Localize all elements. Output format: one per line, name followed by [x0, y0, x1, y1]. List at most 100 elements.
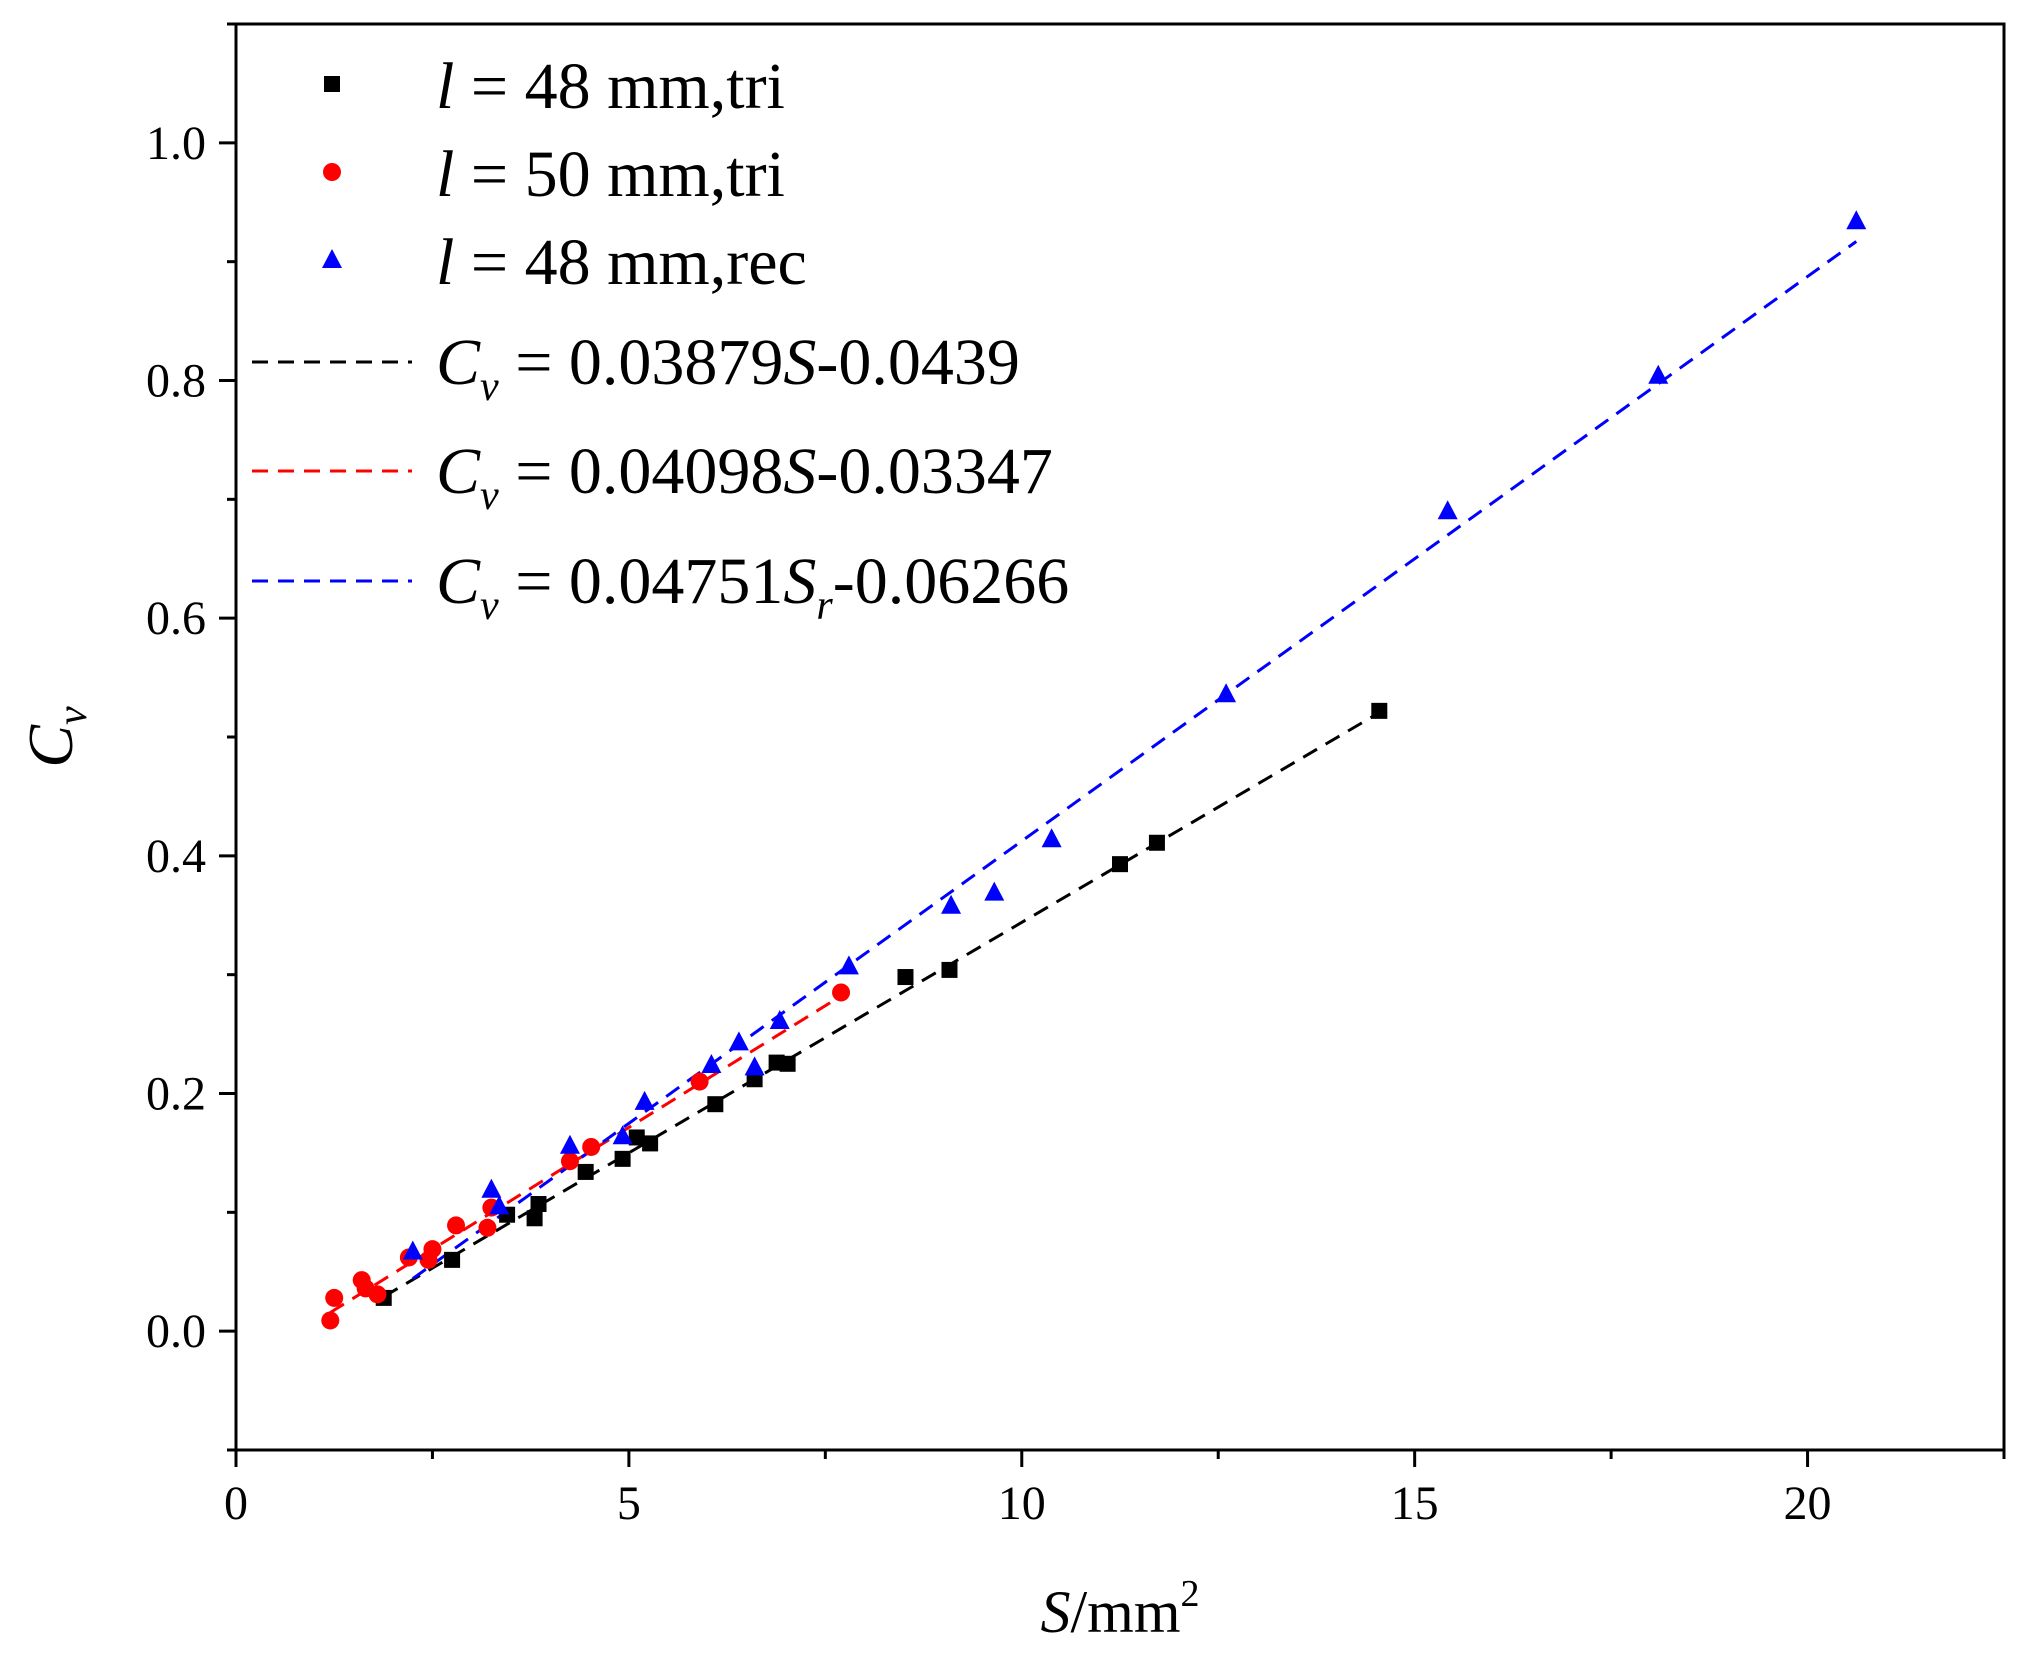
y-axis-var: C [15, 724, 86, 768]
y-tick-label: 0.4 [146, 830, 206, 883]
data-point-triangle [559, 1134, 580, 1154]
legend-fit-sub: v [480, 473, 499, 519]
data-points [321, 210, 1867, 1330]
data-point-triangle [634, 1090, 655, 1110]
data-point-circle [447, 1216, 466, 1235]
data-point-triangle [744, 1056, 765, 1076]
data-point-circle [582, 1137, 601, 1156]
data-point-circle [323, 163, 341, 181]
legend-label-1: l = 48 mm,tri [436, 50, 785, 123]
x-axis-unit: /mm [1070, 1579, 1180, 1645]
data-point-triangle [1846, 210, 1867, 230]
series-3 [402, 210, 1867, 1260]
legend-fit-sub: v [480, 364, 499, 410]
legend-label-var: l [436, 226, 454, 299]
legend-fit-intercept: -0.06266 [833, 545, 1069, 618]
data-point-circle [423, 1240, 442, 1259]
data-point-square [1148, 834, 1165, 851]
series-1 [375, 702, 1388, 1306]
legend-entry-1: l = 48 mm,tri [324, 50, 785, 123]
legend-fit-label-2: Cv = 0.04098S-0.03347 [436, 435, 1053, 519]
axis-titles: S/mm2 Cv [15, 706, 1200, 1645]
y-axis-title-group: Cv [15, 706, 96, 768]
legend-fit-coef: = 0.04098 [499, 435, 784, 508]
legend-label-rest: = 50 mm,tri [454, 138, 785, 211]
data-point-triangle [481, 1178, 502, 1198]
data-point-triangle [612, 1125, 633, 1145]
x-tick-label: 15 [1391, 1477, 1439, 1530]
legend-entry-2: l = 50 mm,tri [323, 138, 785, 211]
data-point-circle [368, 1285, 387, 1304]
y-tick-label: 1.0 [146, 117, 206, 170]
y-tick-label: 0.6 [146, 592, 206, 645]
data-point-triangle [769, 1010, 790, 1030]
y-tick-label: 0.2 [146, 1068, 206, 1121]
data-point-triangle [322, 249, 342, 268]
data-point-circle [560, 1152, 579, 1171]
data-point-triangle [701, 1053, 722, 1073]
data-point-square [897, 969, 914, 986]
legend-fit-coef: = 0.03879 [499, 326, 784, 399]
data-point-circle [321, 1311, 340, 1330]
legend-fit-intercept: -0.0439 [816, 326, 1019, 399]
legend-fit-var2: S [783, 326, 816, 399]
data-point-triangle [984, 881, 1005, 901]
data-point-circle [325, 1288, 344, 1307]
fit-line-3 [411, 240, 1858, 1280]
data-point-square [614, 1150, 631, 1167]
legend-label-3: l = 48 mm,rec [436, 226, 807, 299]
x-axis-title: S/mm2 [1040, 1573, 1199, 1645]
x-tick-label: 10 [998, 1477, 1046, 1530]
legend-label-2: l = 50 mm,tri [436, 138, 785, 211]
x-axis-superscript: 2 [1181, 1573, 1200, 1615]
data-point-triangle [728, 1031, 749, 1051]
data-point-square [642, 1135, 659, 1152]
legend-entry-3: l = 48 mm,rec [322, 226, 807, 299]
legend-fit-var2: S [783, 435, 816, 508]
data-point-square [628, 1129, 645, 1146]
legend-fit-label-3: Cv = 0.04751Sr-0.06266 [436, 545, 1069, 629]
y-tick-label: 0.0 [146, 1305, 206, 1358]
x-tick-label: 20 [1784, 1477, 1832, 1530]
data-point-square [1112, 856, 1128, 873]
legend-fit-sub: v [480, 583, 499, 629]
data-point-triangle [838, 955, 859, 975]
y-axis-subscript: v [50, 706, 96, 725]
data-point-square [526, 1210, 543, 1227]
data-point-triangle [1437, 500, 1458, 520]
legend-fit-sub2: r [816, 583, 833, 629]
data-point-triangle [1216, 683, 1237, 703]
fit-lines [329, 240, 1858, 1314]
x-tick-label: 5 [617, 1477, 641, 1530]
data-point-triangle [402, 1240, 423, 1260]
data-point-square [707, 1096, 724, 1113]
data-point-square [444, 1251, 461, 1268]
data-point-square [530, 1196, 547, 1213]
data-point-triangle [1041, 828, 1062, 848]
data-point-square [779, 1055, 796, 1072]
data-point-circle [690, 1072, 709, 1091]
legend-label-var: l [436, 50, 454, 123]
x-tick-label: 0 [224, 1477, 248, 1530]
y-axis-title: Cv [15, 706, 96, 768]
data-point-circle [832, 983, 851, 1002]
data-point-circle [478, 1218, 497, 1237]
legend-fit-var: C [436, 545, 481, 618]
legend-fit-intercept: -0.03347 [816, 435, 1052, 508]
legend-entry-fit-2: Cv = 0.04098S-0.03347 [252, 435, 1053, 519]
data-point-triangle [489, 1195, 510, 1215]
data-point-square [577, 1163, 594, 1180]
x-axis-var: S [1040, 1579, 1070, 1645]
y-tick-label: 0.8 [146, 355, 206, 408]
legend-fit-label-1: Cv = 0.03879S-0.0439 [436, 326, 1020, 410]
fit-line-1 [382, 711, 1381, 1298]
legend-entry-fit-1: Cv = 0.03879S-0.0439 [252, 326, 1020, 410]
legend-fit-var: C [436, 326, 481, 399]
legend-entry-fit-3: Cv = 0.04751Sr-0.06266 [252, 545, 1069, 629]
legend-label-rest: = 48 mm,rec [454, 226, 806, 299]
data-point-square [324, 76, 340, 92]
legend-label-var: l [436, 138, 454, 211]
